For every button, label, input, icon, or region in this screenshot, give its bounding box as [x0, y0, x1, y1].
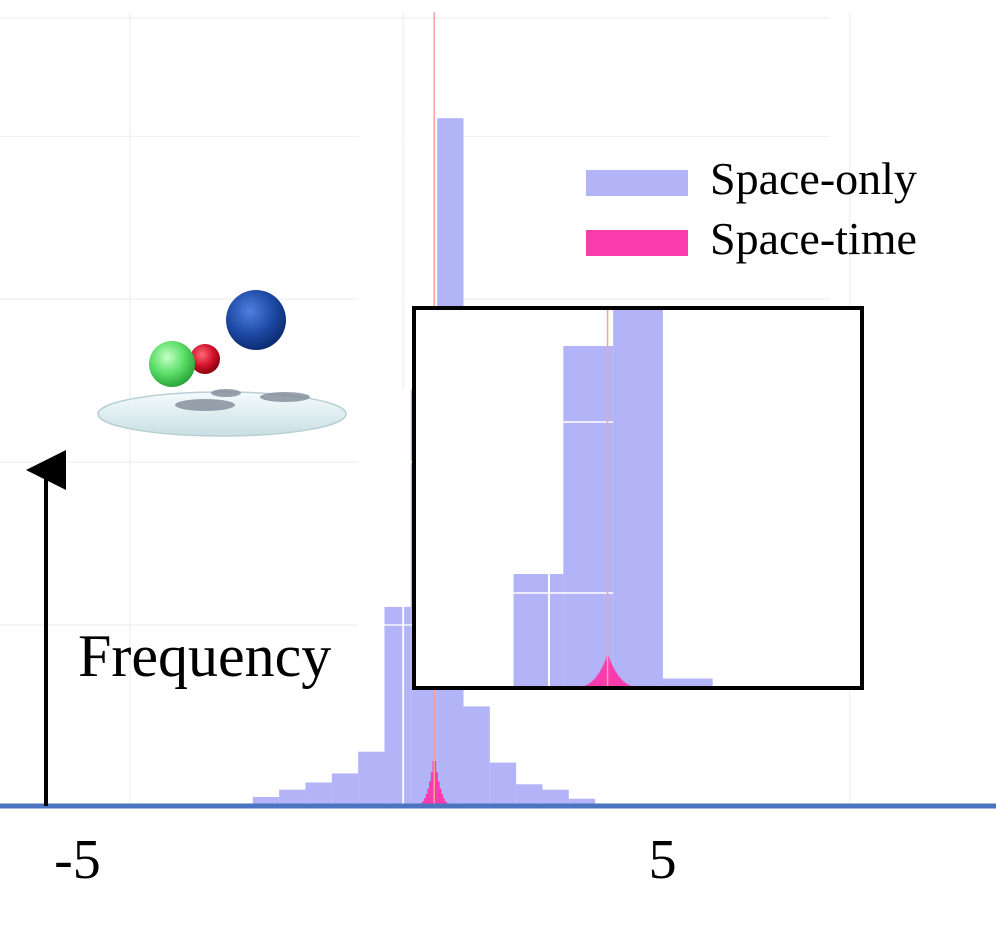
inset-space-time-bar	[625, 683, 628, 688]
space-time-bar	[434, 761, 437, 806]
inset-space-time-bar	[593, 679, 596, 688]
inset-space-time-bar	[607, 656, 610, 688]
inset-frame	[412, 306, 864, 690]
legend-swatch-space-only	[586, 170, 688, 196]
x-tick-label-5: 5	[649, 829, 677, 891]
space-only-bar	[331, 773, 359, 806]
inset-space-time-bar	[621, 680, 624, 688]
space-only-bar	[568, 798, 596, 806]
y-axis-label: Frequency	[78, 623, 331, 689]
legend-swatch-space-time	[586, 230, 688, 256]
space-time-bar	[437, 781, 440, 806]
inset-space-time-bar	[620, 679, 623, 688]
inset-space-time-bar	[624, 682, 627, 688]
inset-space-time-bar	[616, 674, 619, 688]
inset-space-time-bar	[615, 672, 618, 688]
space-only-bar	[279, 789, 306, 806]
inset-space-time-bar	[608, 659, 611, 688]
space-only-bar	[542, 789, 569, 806]
inset-space-time-bar	[610, 662, 612, 688]
inset-space-time-bar	[588, 683, 590, 688]
space-time-bar	[441, 794, 444, 806]
space-only-bar	[463, 706, 490, 806]
space-time-bar	[442, 798, 445, 806]
inset-space-time-bar	[604, 659, 607, 688]
inset-space-time-bar	[617, 676, 620, 688]
inset-space-time-bar	[611, 665, 614, 688]
space-time-bar	[430, 772, 433, 806]
inset-space-time-bar	[595, 676, 598, 688]
space-only-bar	[358, 751, 385, 806]
space-only-bar	[489, 762, 517, 806]
inset-space-time-bar	[597, 674, 599, 688]
inset-space-only-histogram	[513, 308, 713, 688]
space-time-bar	[427, 788, 430, 806]
inset-space-time-bar	[602, 665, 605, 688]
inset-space-time-bar	[592, 680, 594, 688]
space-time-bar	[423, 798, 426, 806]
inset-space-only-bar	[662, 678, 713, 688]
red-atom	[190, 344, 220, 374]
space-time-bar	[439, 788, 442, 806]
inset-space-time-bar	[594, 677, 597, 688]
space-time-bar	[435, 772, 438, 806]
inset-space-time-bar	[612, 668, 615, 688]
inset-space-time-bar	[623, 681, 625, 688]
inset-space-time-bar	[590, 681, 593, 688]
inset-space-time-bar	[619, 677, 621, 688]
inset-space-time-bar	[599, 670, 602, 688]
inset-space-time-bar	[603, 662, 606, 688]
space-time-bar	[425, 794, 428, 806]
legend-label-space-only: Space-only	[710, 153, 917, 204]
space-time-bar	[429, 781, 432, 806]
inset-space-only-bar	[613, 308, 663, 688]
inset-space-time-bar	[601, 668, 603, 688]
space-only-bar	[305, 782, 332, 806]
inset-space-only-bar	[563, 346, 614, 688]
blue-atom	[226, 290, 286, 350]
green-atom	[149, 341, 195, 387]
space-only-bar	[252, 796, 280, 806]
legend-label-space-time: Space-time	[710, 213, 917, 264]
legend: Space-only Space-time	[586, 153, 917, 264]
inset-space-time-bar	[598, 672, 601, 688]
molecule-icon	[97, 290, 347, 437]
x-tick-label-neg5: -5	[54, 829, 101, 891]
zoom-inset	[412, 306, 864, 690]
inset-space-time-bar	[589, 682, 592, 688]
space-only-bar	[384, 606, 411, 806]
space-only-bar	[516, 784, 543, 806]
inset-space-time-bar	[614, 670, 616, 688]
